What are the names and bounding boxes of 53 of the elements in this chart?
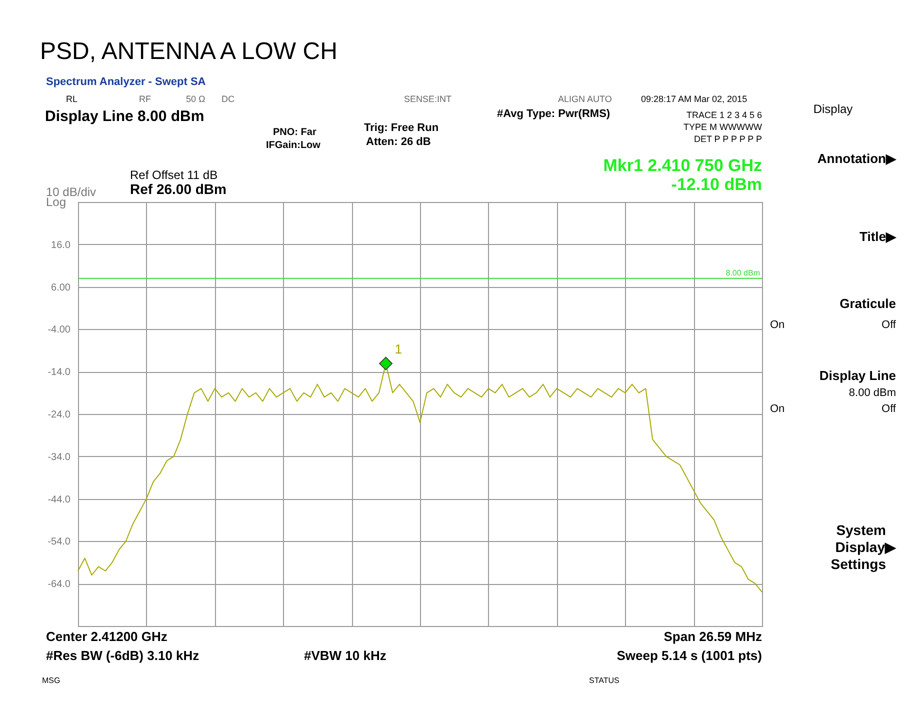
y-tick-label: 16.0 — [51, 240, 71, 251]
text: Title▶ — [860, 229, 897, 244]
text: Off — [882, 403, 897, 415]
y-tick-label: -44.0 — [48, 494, 71, 506]
text: PNO: Far — [273, 127, 316, 138]
text: 8.00 dBm — [848, 387, 896, 399]
text: Display Line 8.00 dBm — [45, 108, 204, 125]
text: DC — [222, 94, 235, 104]
text: Spectrum Analyzer - Swept SA — [46, 76, 206, 88]
text: Off — [882, 319, 897, 331]
text: -12.10 dBm — [671, 175, 762, 194]
text: Display — [813, 102, 853, 116]
y-tick-label: -14.0 — [48, 367, 71, 378]
text: Ref 26.00 dBm — [130, 181, 226, 197]
y-tick-label: -34.0 — [48, 452, 71, 463]
text: On — [770, 319, 785, 331]
chart-title: PSD, ANTENNA A LOW CH — [40, 38, 338, 65]
text: TYPE M WWWWW — [684, 122, 762, 132]
text: On — [770, 403, 785, 415]
text: System — [836, 522, 886, 538]
text: Settings — [830, 556, 886, 572]
text: Display Line — [819, 368, 896, 383]
text: 50 Ω — [186, 94, 206, 104]
text: Trig: Free Run — [364, 122, 439, 134]
ref-line-label: 8.00 dBm — [726, 268, 760, 278]
text: STATUS — [589, 676, 620, 685]
text: TRACE 1 2 3 4 5 6 — [686, 110, 762, 120]
text: Ref Offset 11 dB — [130, 168, 218, 182]
y-tick-label: -4.00 — [48, 324, 71, 336]
y-tick-label: -24.0 — [48, 410, 71, 420]
text: Center 2.41200 GHz — [46, 629, 168, 644]
text: RF — [139, 94, 152, 104]
text: Annotation▶ — [817, 151, 897, 166]
text: Mkr1 2.410 750 GHz — [603, 156, 762, 175]
text: MSG — [42, 676, 60, 685]
text: ALIGN AUTO — [558, 94, 612, 104]
text: #VBW 10 kHz — [304, 648, 387, 663]
text: Graticule — [840, 296, 896, 311]
text: RL — [66, 94, 78, 104]
text: Span 26.59 MHz — [664, 629, 762, 644]
text: #Avg Type: Pwr(RMS) — [497, 108, 610, 120]
text: IFGain:Low — [266, 140, 321, 151]
text: SENSE:INT — [404, 94, 452, 104]
y-tick-label: -54.0 — [48, 536, 71, 548]
text: Display▶ — [835, 539, 897, 555]
y-tick-label: 6.00 — [51, 282, 71, 294]
text: DET P P P P P P — [694, 134, 762, 144]
text: Sweep 5.14 s (1001 pts) — [616, 648, 762, 663]
text: 09:28:17 AM Mar 02, 2015 — [641, 94, 748, 104]
text: #Res BW (-6dB) 3.10 kHz — [46, 648, 200, 663]
series-label: 1 — [394, 342, 402, 357]
text: Atten: 26 dB — [366, 136, 431, 148]
y-tick-label: -64.0 — [48, 579, 71, 590]
